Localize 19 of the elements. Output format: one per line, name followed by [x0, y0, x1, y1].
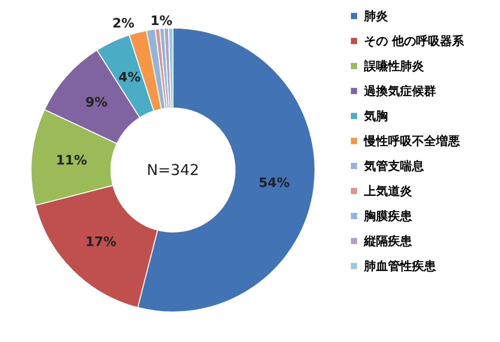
data-label: 17% [85, 235, 116, 250]
legend-label: 気管支喘息 [363, 159, 425, 173]
legend-label: 肺血管性疾患 [363, 259, 437, 273]
legend-label: 過換気症候群 [363, 84, 436, 98]
data-label: 1% [150, 14, 172, 29]
legend-label: 上気道炎 [363, 184, 413, 198]
data-label: 9% [85, 96, 108, 111]
data-label: 54% [258, 176, 290, 191]
legend-label: 肺炎 [363, 9, 389, 23]
legend-label: 慢性呼吸不全増悪 [363, 134, 461, 148]
legend-label: 胸膜疾患 [363, 209, 413, 223]
legend-label: その 他の呼吸器系 [364, 34, 466, 48]
text: N=342 [146, 161, 200, 179]
legend-label: 縦隔疾患 [363, 234, 413, 248]
legend-label: 誤嚥性肺炎 [363, 59, 425, 73]
data-label: 11% [56, 153, 88, 168]
legend-label: 気胸 [363, 109, 388, 123]
data-label: 4% [118, 70, 141, 86]
data-label: 2% [112, 16, 134, 32]
